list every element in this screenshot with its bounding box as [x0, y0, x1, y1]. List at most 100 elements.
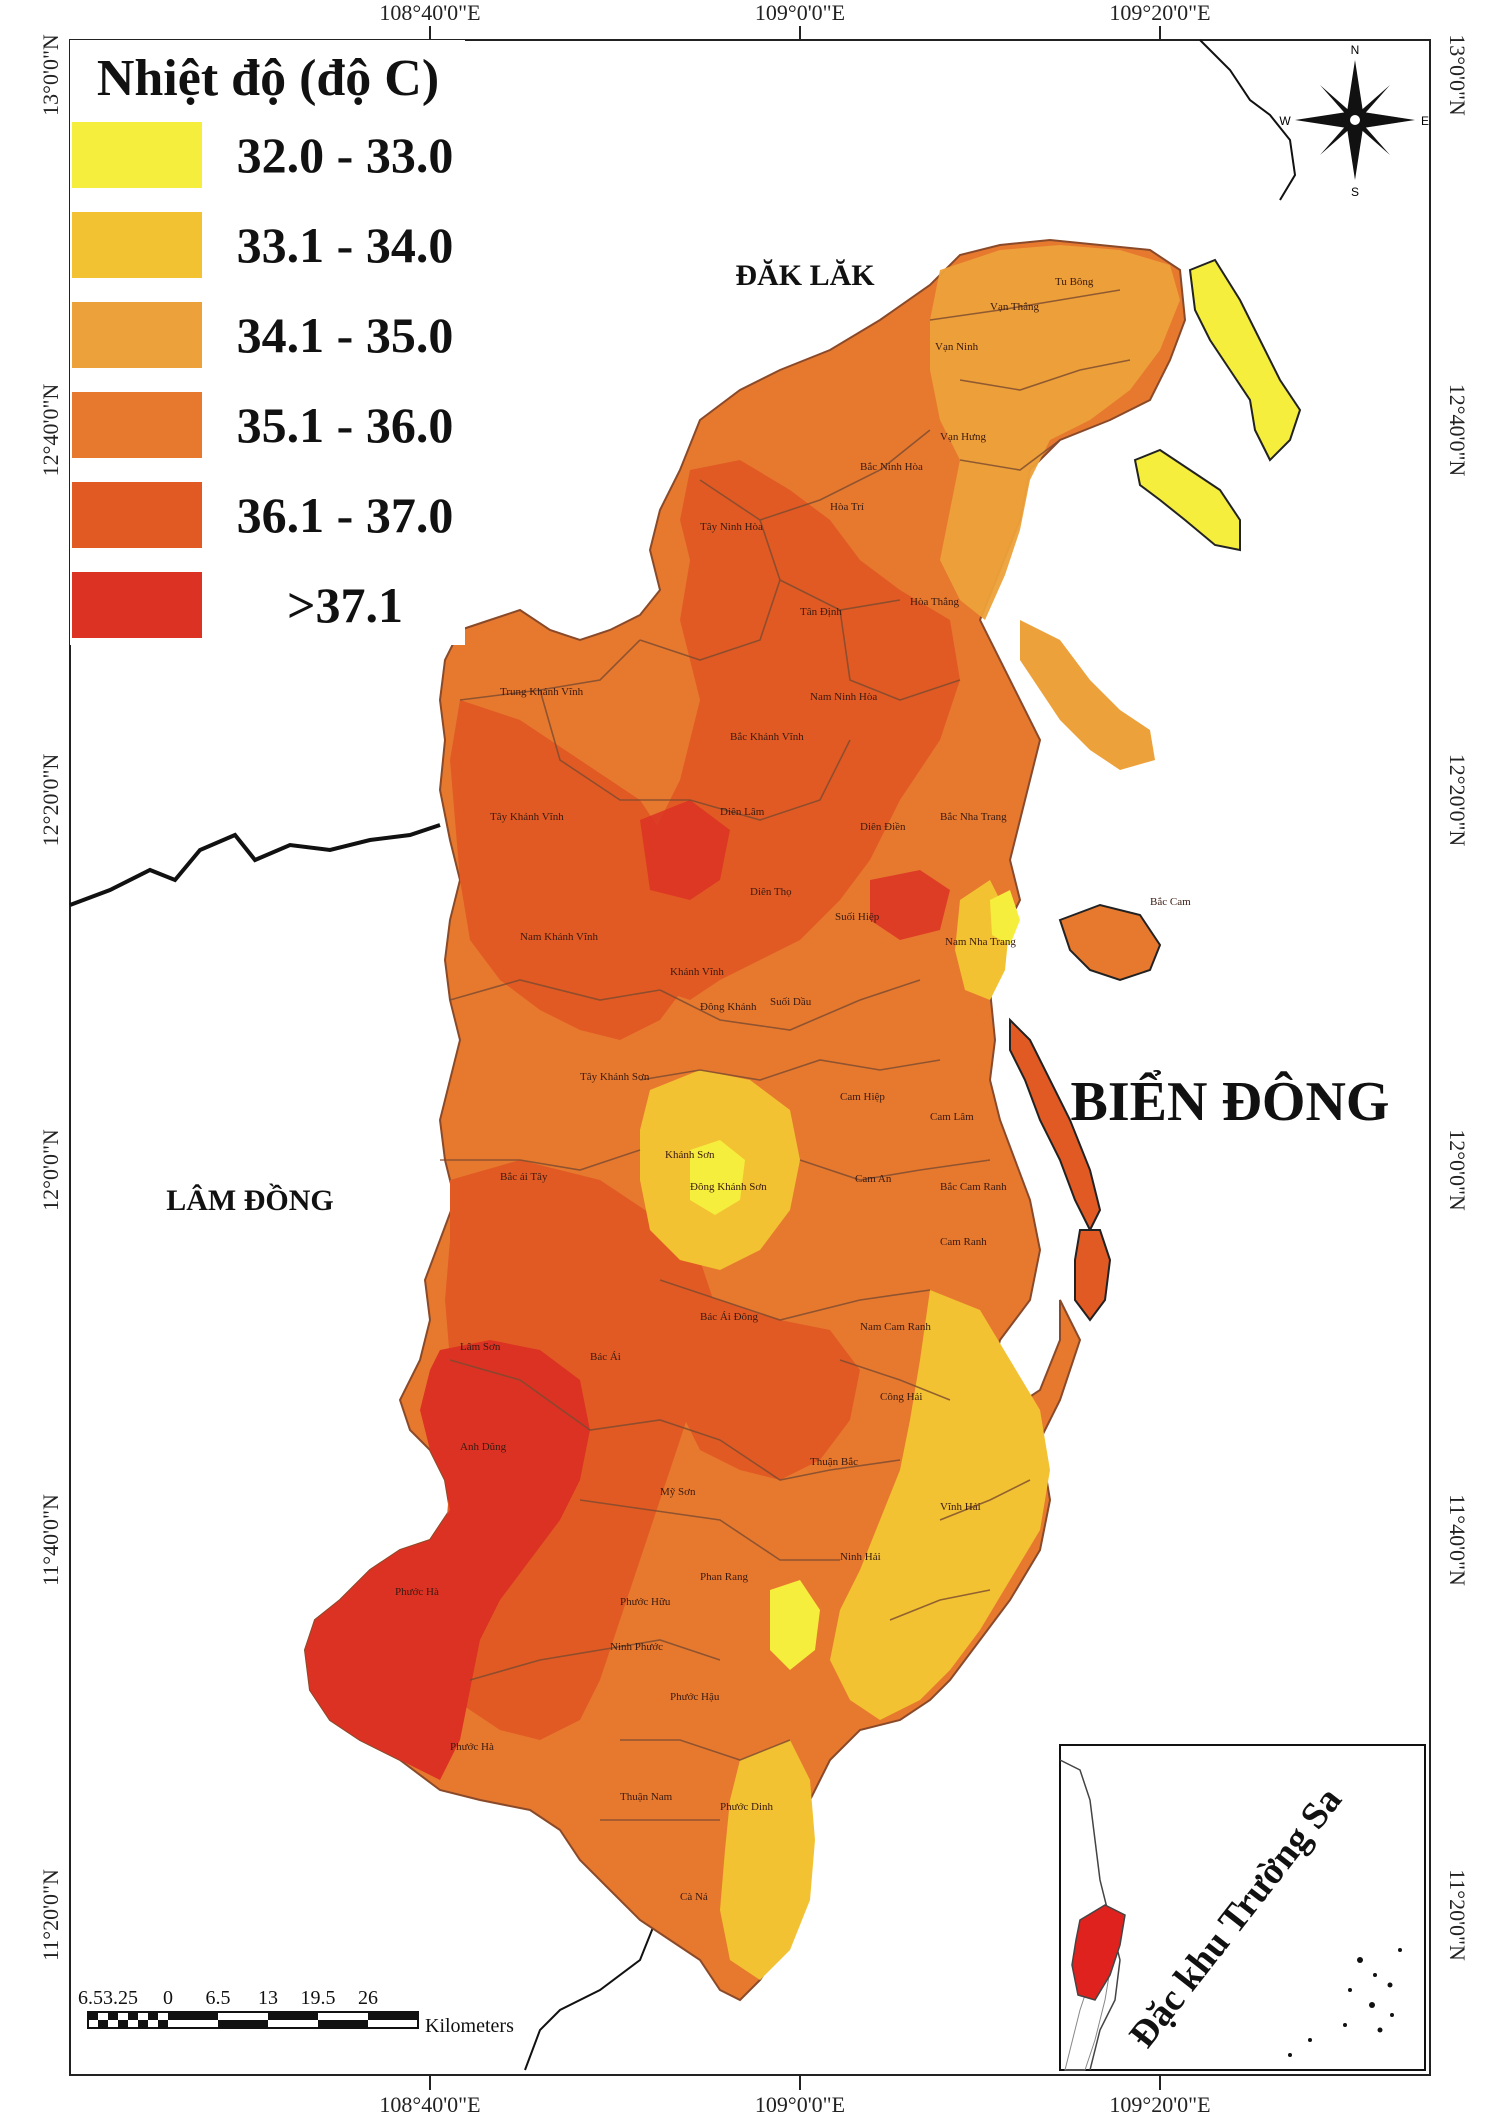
svg-text:Lâm Sơn: Lâm Sơn: [460, 1341, 501, 1353]
left-coord-5: 11°40'0"N: [38, 1494, 63, 1586]
scale-tick-5: 19.5: [301, 1987, 336, 2009]
zone-hottest-nhatrang: [870, 870, 950, 940]
svg-text:Tây Ninh Hòa: Tây Ninh Hòa: [700, 521, 763, 533]
island-east-1: [1058, 903, 1162, 982]
svg-text:Bắc Khánh Vĩnh: Bắc Khánh Vĩnh: [730, 731, 804, 743]
island-north-1: [1188, 258, 1302, 462]
scale-tick-4: 13: [258, 1987, 278, 2009]
bottom-coord-2: 109°0'0"E: [755, 2092, 845, 2117]
zone-hottest-southwest: [305, 1340, 590, 1780]
legend-swatch-6: [72, 572, 202, 638]
legend-swatch-5: [72, 482, 202, 548]
svg-text:Đông Khánh: Đông Khánh: [700, 1001, 757, 1013]
svg-text:Vạn Thắng: Vạn Thắng: [990, 301, 1039, 313]
legend-swatch-2: [72, 212, 202, 278]
svg-text:Diên Điền: Diên Điền: [860, 821, 906, 833]
bottom-coord-3: 109°20'0"E: [1109, 2092, 1210, 2117]
svg-text:Ninh Hải: Ninh Hải: [840, 1551, 881, 1563]
scale-tick-2: 0: [163, 1987, 173, 2009]
svg-text:Bắc ái Tây: Bắc ái Tây: [500, 1171, 548, 1183]
top-coord-3: 109°20'0"E: [1109, 0, 1210, 25]
right-coord-2: 12°40'0"N: [1445, 384, 1470, 477]
legend-label-2: 33.1 - 34.0: [237, 217, 454, 273]
svg-text:Bác Ái: Bác Ái: [590, 1351, 621, 1363]
svg-text:Bắc Nha Trang: Bắc Nha Trang: [940, 811, 1007, 823]
zone-east-coast-33: [830, 1290, 1050, 1720]
commune-boundaries: [440, 289, 1131, 1821]
zone-north-coast-34: [930, 245, 1180, 620]
svg-text:Vạn Hưng: Vạn Hưng: [940, 431, 986, 443]
scale-unit: Kilometers: [425, 2015, 514, 2037]
top-coord-2: 109°0'0"E: [755, 0, 845, 25]
zone-cam-ranh-peninsula: [1020, 620, 1155, 770]
island-north-2: [1133, 448, 1241, 552]
svg-text:Diên Thọ: Diên Thọ: [750, 886, 792, 898]
svg-text:Bắc Cam: Bắc Cam: [1150, 896, 1191, 908]
legend-label-6: >37.1: [287, 577, 403, 633]
svg-text:Bắc Cam Ranh: Bắc Cam Ranh: [940, 1181, 1007, 1193]
compass-n: N: [1351, 43, 1360, 57]
svg-text:Đông Khánh Sơn: Đông Khánh Sơn: [690, 1181, 767, 1193]
inset-islands: [1288, 1948, 1402, 2057]
legend-label-1: 32.0 - 33.0: [237, 127, 454, 183]
svg-text:Tây Khánh Vĩnh: Tây Khánh Vĩnh: [490, 811, 564, 823]
svg-text:Tu Bông: Tu Bông: [1055, 276, 1094, 288]
legend-label-4: 35.1 - 36.0: [237, 397, 454, 453]
zone-interior-hot-west: [450, 700, 700, 1040]
legend-label-3: 34.1 - 35.0: [237, 307, 454, 363]
svg-text:Diên Lâm: Diên Lâm: [720, 806, 765, 818]
right-coord-1: 13°0'0"N: [1445, 34, 1470, 116]
svg-text:Vạn Ninh: Vạn Ninh: [935, 341, 979, 353]
label-dak-lak: ĐĂK LĂK: [735, 259, 875, 292]
legend: Nhiệt độ (độ C) 32.0 - 33.0 33.1 - 34.0 34…: [70, 40, 465, 645]
scale-bar: 6.53.25 0 6.5 13 19.5 26 Kilometers: [78, 1987, 514, 2037]
legend-swatch-3: [72, 302, 202, 368]
south-boundary-line: [524, 1909, 661, 2071]
lam-dong-boundary: [69, 823, 441, 907]
svg-text:Thuận Bắc: Thuận Bắc: [810, 1456, 858, 1468]
svg-text:Ninh Phước: Ninh Phước: [610, 1641, 663, 1653]
left-coord-4: 12°0'0"N: [38, 1129, 63, 1211]
inset-highlight: [1071, 1904, 1126, 2001]
legend-swatch-1: [72, 122, 202, 188]
right-coord-3: 12°20'0"N: [1445, 754, 1470, 847]
inset-coast: [1059, 1759, 1121, 2071]
compass-e: E: [1421, 114, 1429, 128]
svg-text:Nam Khánh Vĩnh: Nam Khánh Vĩnh: [520, 931, 599, 943]
legend-title: Nhiệt độ (độ C): [97, 50, 439, 107]
scale-tick-3: 6.5: [206, 1987, 231, 2009]
svg-text:Cam Lâm: Cam Lâm: [930, 1111, 974, 1123]
zone-hottest-center: [640, 800, 730, 900]
svg-text:Khánh Vĩnh: Khánh Vĩnh: [670, 966, 724, 978]
svg-text:Cà Ná: Cà Ná: [680, 1891, 708, 1903]
svg-text:Nam Cam Ranh: Nam Cam Ranh: [860, 1321, 931, 1333]
svg-text:Trung Khánh Vĩnh: Trung Khánh Vĩnh: [500, 686, 584, 698]
zone-south-coast-33: [720, 1740, 815, 1980]
scale-tick-1: 6.53.25: [78, 1987, 138, 2009]
compass-w: W: [1279, 114, 1291, 128]
svg-text:Công Hải: Công Hải: [880, 1391, 922, 1403]
bottom-coord-1: 108°40'0"E: [379, 2092, 480, 2117]
zone-coast-32: [990, 890, 1020, 945]
svg-text:Nam Nha Trang: Nam Nha Trang: [945, 936, 1016, 948]
svg-text:Khánh Sơn: Khánh Sơn: [665, 1149, 715, 1161]
left-coord-2: 12°40'0"N: [38, 384, 63, 477]
svg-text:Phước Hà: Phước Hà: [450, 1741, 494, 1753]
svg-text:Tân Định: Tân Định: [800, 606, 842, 618]
inset-frame: [1059, 1744, 1426, 2071]
inset-map: Đặc khu Trường Sa: [1059, 1744, 1426, 2071]
left-coord-3: 12°20'0"N: [38, 754, 63, 847]
compass-rose-icon: N S E W: [1279, 43, 1429, 199]
right-coord-6: 11°20'0"N: [1445, 1869, 1470, 1961]
svg-text:Tây Khánh Sơn: Tây Khánh Sơn: [580, 1071, 650, 1083]
svg-text:Anh Dũng: Anh Dũng: [460, 1441, 507, 1453]
svg-text:Hòa Thắng: Hòa Thắng: [910, 596, 959, 608]
svg-text:Phước Hậu: Phước Hậu: [670, 1691, 720, 1703]
svg-text:Bắc Ninh Hòa: Bắc Ninh Hòa: [860, 461, 923, 473]
island-south: [1074, 1229, 1112, 1322]
top-coord-1: 108°40'0"E: [379, 0, 480, 25]
svg-text:Phước Hà: Phước Hà: [395, 1586, 439, 1598]
label-lam-dong: LÂM ĐỒNG: [166, 1183, 334, 1217]
compass-s: S: [1351, 185, 1359, 199]
